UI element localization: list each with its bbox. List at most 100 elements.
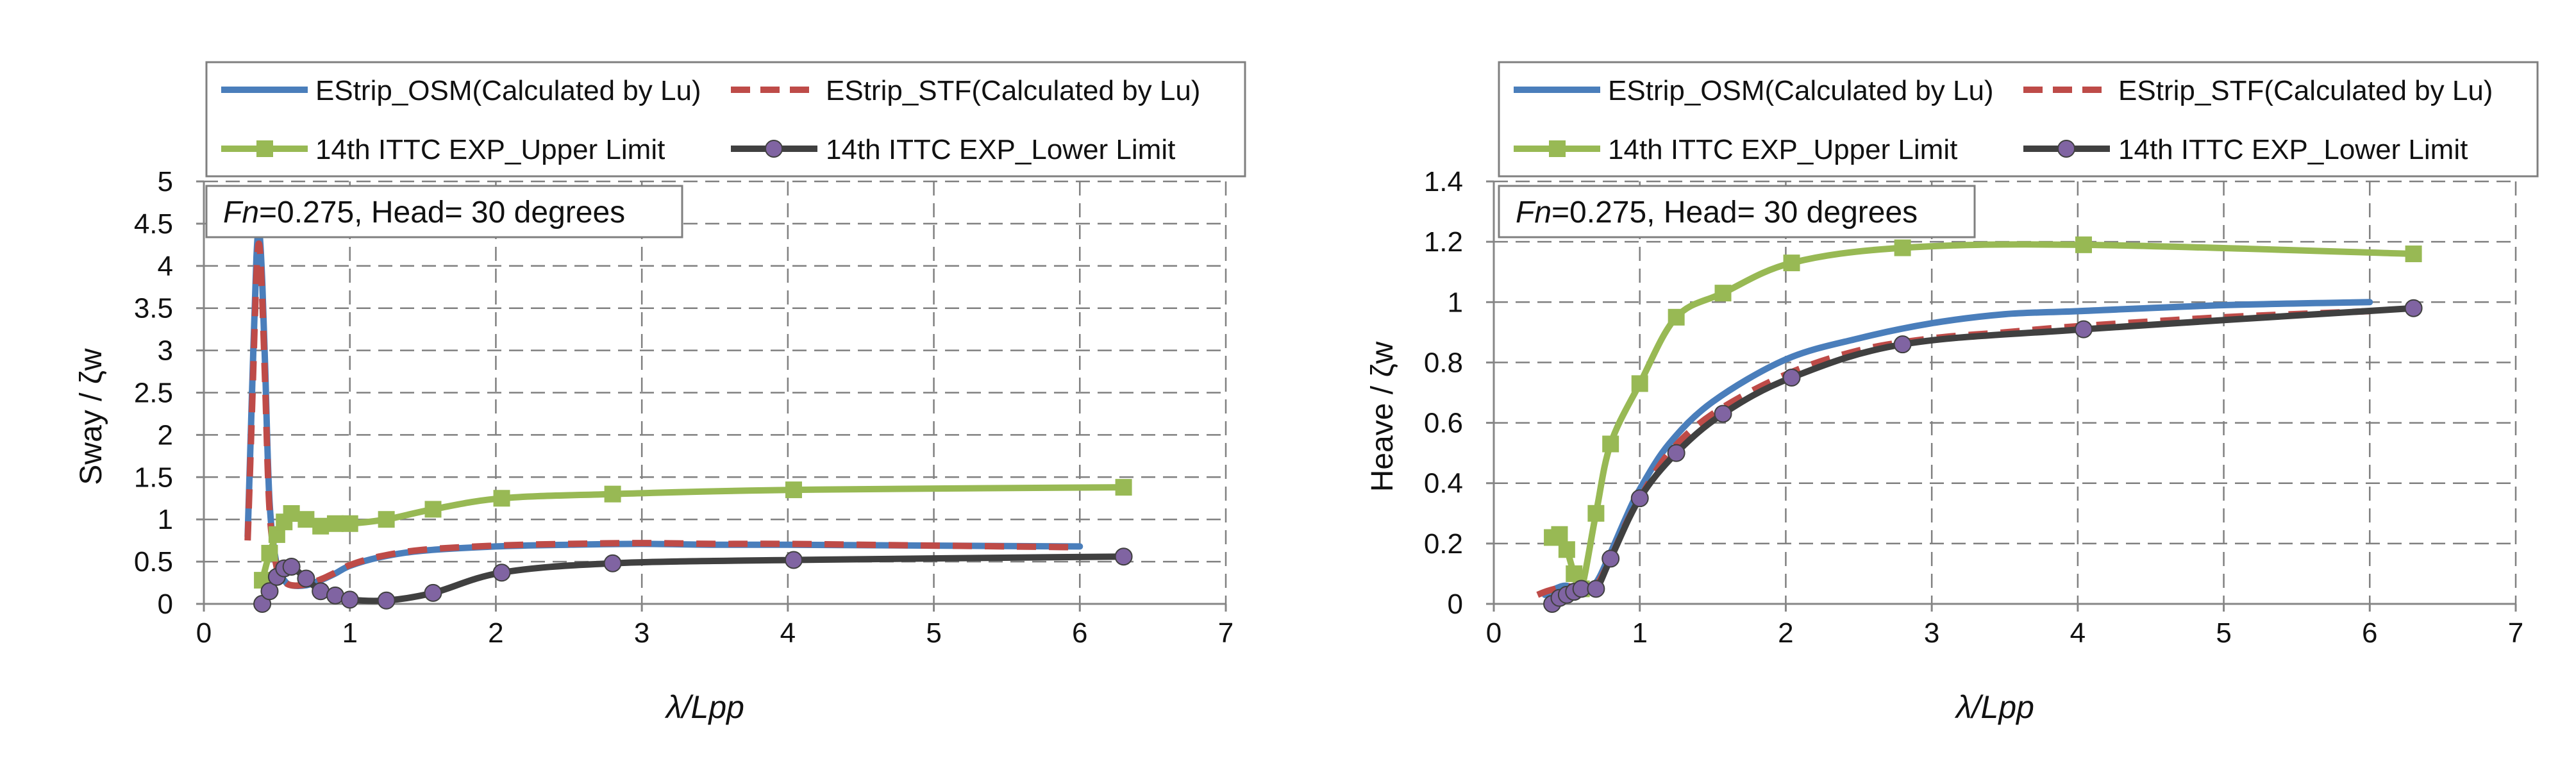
heave-y-tick-label: 0 bbox=[1448, 589, 1463, 620]
sway-y-tick-label: 1 bbox=[158, 504, 173, 535]
sway-annotation-box bbox=[205, 185, 683, 238]
heave-y-tick-label: 1 bbox=[1448, 287, 1463, 318]
sway-lower-marker bbox=[260, 582, 279, 601]
sway-upper-marker bbox=[312, 517, 330, 535]
sway-upper-marker bbox=[1115, 479, 1132, 496]
heave-lower-marker bbox=[1602, 549, 1620, 568]
sway-annotation: Fn=0.275, Head= 30 degrees bbox=[223, 196, 625, 230]
sway-x-tick-label: 5 bbox=[926, 617, 941, 649]
heave-y-tick-label: 0.2 bbox=[1424, 528, 1463, 560]
sway-y-tick-label: 1.5 bbox=[134, 462, 173, 493]
sway-y-tick-label: 2.5 bbox=[134, 378, 173, 409]
sway-lower-marker bbox=[1114, 547, 1133, 566]
heave-upper-marker bbox=[2075, 236, 2092, 253]
sway-legend-osm-label: EStrip_OSM(Calculated by Lu) bbox=[315, 75, 701, 106]
sway-legend-lower-marker bbox=[765, 140, 783, 158]
sway-y-tick-label: 0 bbox=[158, 589, 173, 620]
heave-annotation-box bbox=[1498, 185, 1976, 238]
sway-x-tick-label: 7 bbox=[1218, 617, 1234, 649]
sway-y-tick-label: 3.5 bbox=[134, 293, 173, 324]
heave-x-tick-label: 2 bbox=[1778, 617, 1793, 649]
sway-upper-marker bbox=[378, 511, 395, 528]
heave-legend-stf-label: EStrip_STF(Calculated by Lu) bbox=[2118, 75, 2493, 106]
sway-lower-marker bbox=[603, 554, 622, 572]
heave-upper-marker bbox=[1558, 541, 1575, 558]
heave-lower-marker bbox=[1667, 444, 1685, 462]
sway-lower-marker bbox=[282, 558, 301, 576]
sway-legend-upper-marker bbox=[256, 140, 273, 157]
heave-legend bbox=[1498, 61, 2539, 178]
sway-annotation-italic: Fn bbox=[223, 196, 259, 230]
heave-lower-marker bbox=[2074, 320, 2093, 338]
heave-x-axis-label: λ/Lpp bbox=[1954, 689, 2034, 725]
sway-y-tick-label: 3 bbox=[158, 335, 173, 367]
heave-upper-marker bbox=[1631, 375, 1648, 392]
sway-lower-marker bbox=[377, 591, 396, 610]
sway-y-tick-label: 4 bbox=[158, 251, 173, 282]
sway-x-tick-label: 1 bbox=[342, 617, 357, 649]
heave-upper-marker bbox=[1587, 505, 1605, 522]
heave-x-tick-label: 4 bbox=[2070, 617, 2086, 649]
sway-x-tick-label: 4 bbox=[780, 617, 796, 649]
heave-series-markers bbox=[1543, 236, 2423, 613]
heave-x-tick-label: 7 bbox=[2508, 617, 2523, 649]
sway-lower-marker bbox=[297, 569, 315, 588]
sway-y-tick-label: 0.5 bbox=[134, 546, 173, 578]
sway-y-tick-label: 2 bbox=[158, 419, 173, 451]
heave-upper-marker bbox=[1566, 565, 1583, 582]
sway-y-tick-label: 4.5 bbox=[134, 208, 173, 240]
sway-x-tick-label: 3 bbox=[634, 617, 649, 649]
sway-x-axis-label: λ/Lpp bbox=[664, 689, 744, 725]
sway-upper-marker bbox=[424, 501, 442, 518]
sway-series-markers bbox=[253, 479, 1133, 613]
sway-grid bbox=[204, 180, 1227, 604]
sway-upper-marker bbox=[785, 481, 802, 499]
heave-lower-marker bbox=[1630, 489, 1649, 508]
sway-lower-marker bbox=[340, 590, 359, 609]
sway-x-tick-label: 6 bbox=[1072, 617, 1087, 649]
heave-tick-labels: 0 1 2 3 4 5 6 7 0 0.2 0.4 0.6 0.8 1 1.2 1.4 bbox=[1424, 166, 2523, 649]
heave-legend-upper-label: 14th ITTC EXP_Upper Limit bbox=[1608, 134, 1957, 165]
heave-axes bbox=[1486, 180, 2517, 612]
heave-upper-marker bbox=[2405, 245, 2422, 262]
heave-lower-marker bbox=[1782, 368, 1801, 387]
heave-upper-marker bbox=[1668, 308, 1685, 326]
heave-upper-marker bbox=[1714, 285, 1732, 302]
heave-x-tick-label: 5 bbox=[2216, 617, 2231, 649]
heave-x-tick-label: 1 bbox=[1632, 617, 1647, 649]
sway-annotation-rest: =0.275, Head= 30 degrees bbox=[259, 196, 625, 230]
heave-y-axis-label: Heave / ζw bbox=[1366, 341, 1400, 492]
sway-y-axis-label: Sway / ζw bbox=[74, 348, 108, 485]
heave-legend-lower-marker bbox=[2057, 140, 2075, 158]
sway-lower-marker bbox=[492, 563, 511, 582]
heave-upper-marker bbox=[1602, 435, 1619, 453]
sway-y-tick-label: 5 bbox=[158, 166, 173, 197]
sway-upper-marker bbox=[297, 511, 315, 528]
heave-y-tick-label: 1.4 bbox=[1424, 166, 1463, 197]
heave-y-tick-label: 0.8 bbox=[1424, 347, 1463, 378]
heave-upper-marker bbox=[1551, 526, 1568, 543]
heave-lower-marker bbox=[1893, 335, 1912, 354]
sway-upper-marker bbox=[341, 515, 358, 532]
heave-x-tick-label: 0 bbox=[1486, 617, 1501, 649]
heave-legend-osm-label: EStrip_OSM(Calculated by Lu) bbox=[1608, 75, 1994, 106]
sway-tick-labels: 0 1 2 3 4 5 6 7 0 0.5 1 1.5 2 2.5 3 3.5 4 4.5 5 bbox=[134, 166, 1234, 649]
sway-upper-marker bbox=[261, 544, 278, 562]
sway-x-tick-label: 2 bbox=[488, 617, 503, 649]
heave-annotation: Fn=0.275, Head= 30 degrees bbox=[1516, 196, 1918, 230]
heave-x-tick-label: 6 bbox=[2362, 617, 2377, 649]
heave-chart: 0 1 2 3 4 5 6 7 0 0.2 0.4 0.6 0.8 1 1.2 1.4 λ/Lpp Heave… bbox=[1366, 61, 2539, 725]
heave-y-tick-label: 1.2 bbox=[1424, 226, 1463, 258]
sway-upper-marker bbox=[326, 515, 344, 532]
heave-annotation-rest: =0.275, Head= 30 degrees bbox=[1551, 196, 1918, 230]
heave-y-tick-label: 0.6 bbox=[1424, 408, 1463, 439]
sway-upper-marker bbox=[283, 505, 300, 522]
sway-legend-upper-label: 14th ITTC EXP_Upper Limit bbox=[315, 134, 665, 165]
sway-legend-lower-label: 14th ITTC EXP_Lower Limit bbox=[826, 134, 1175, 165]
sway-legend bbox=[205, 61, 1246, 178]
heave-lower-marker bbox=[1714, 405, 1732, 423]
sway-x-tick-label: 0 bbox=[196, 617, 212, 649]
heave-annotation-italic: Fn bbox=[1516, 196, 1551, 230]
sway-series-stf-line bbox=[244, 240, 1080, 589]
